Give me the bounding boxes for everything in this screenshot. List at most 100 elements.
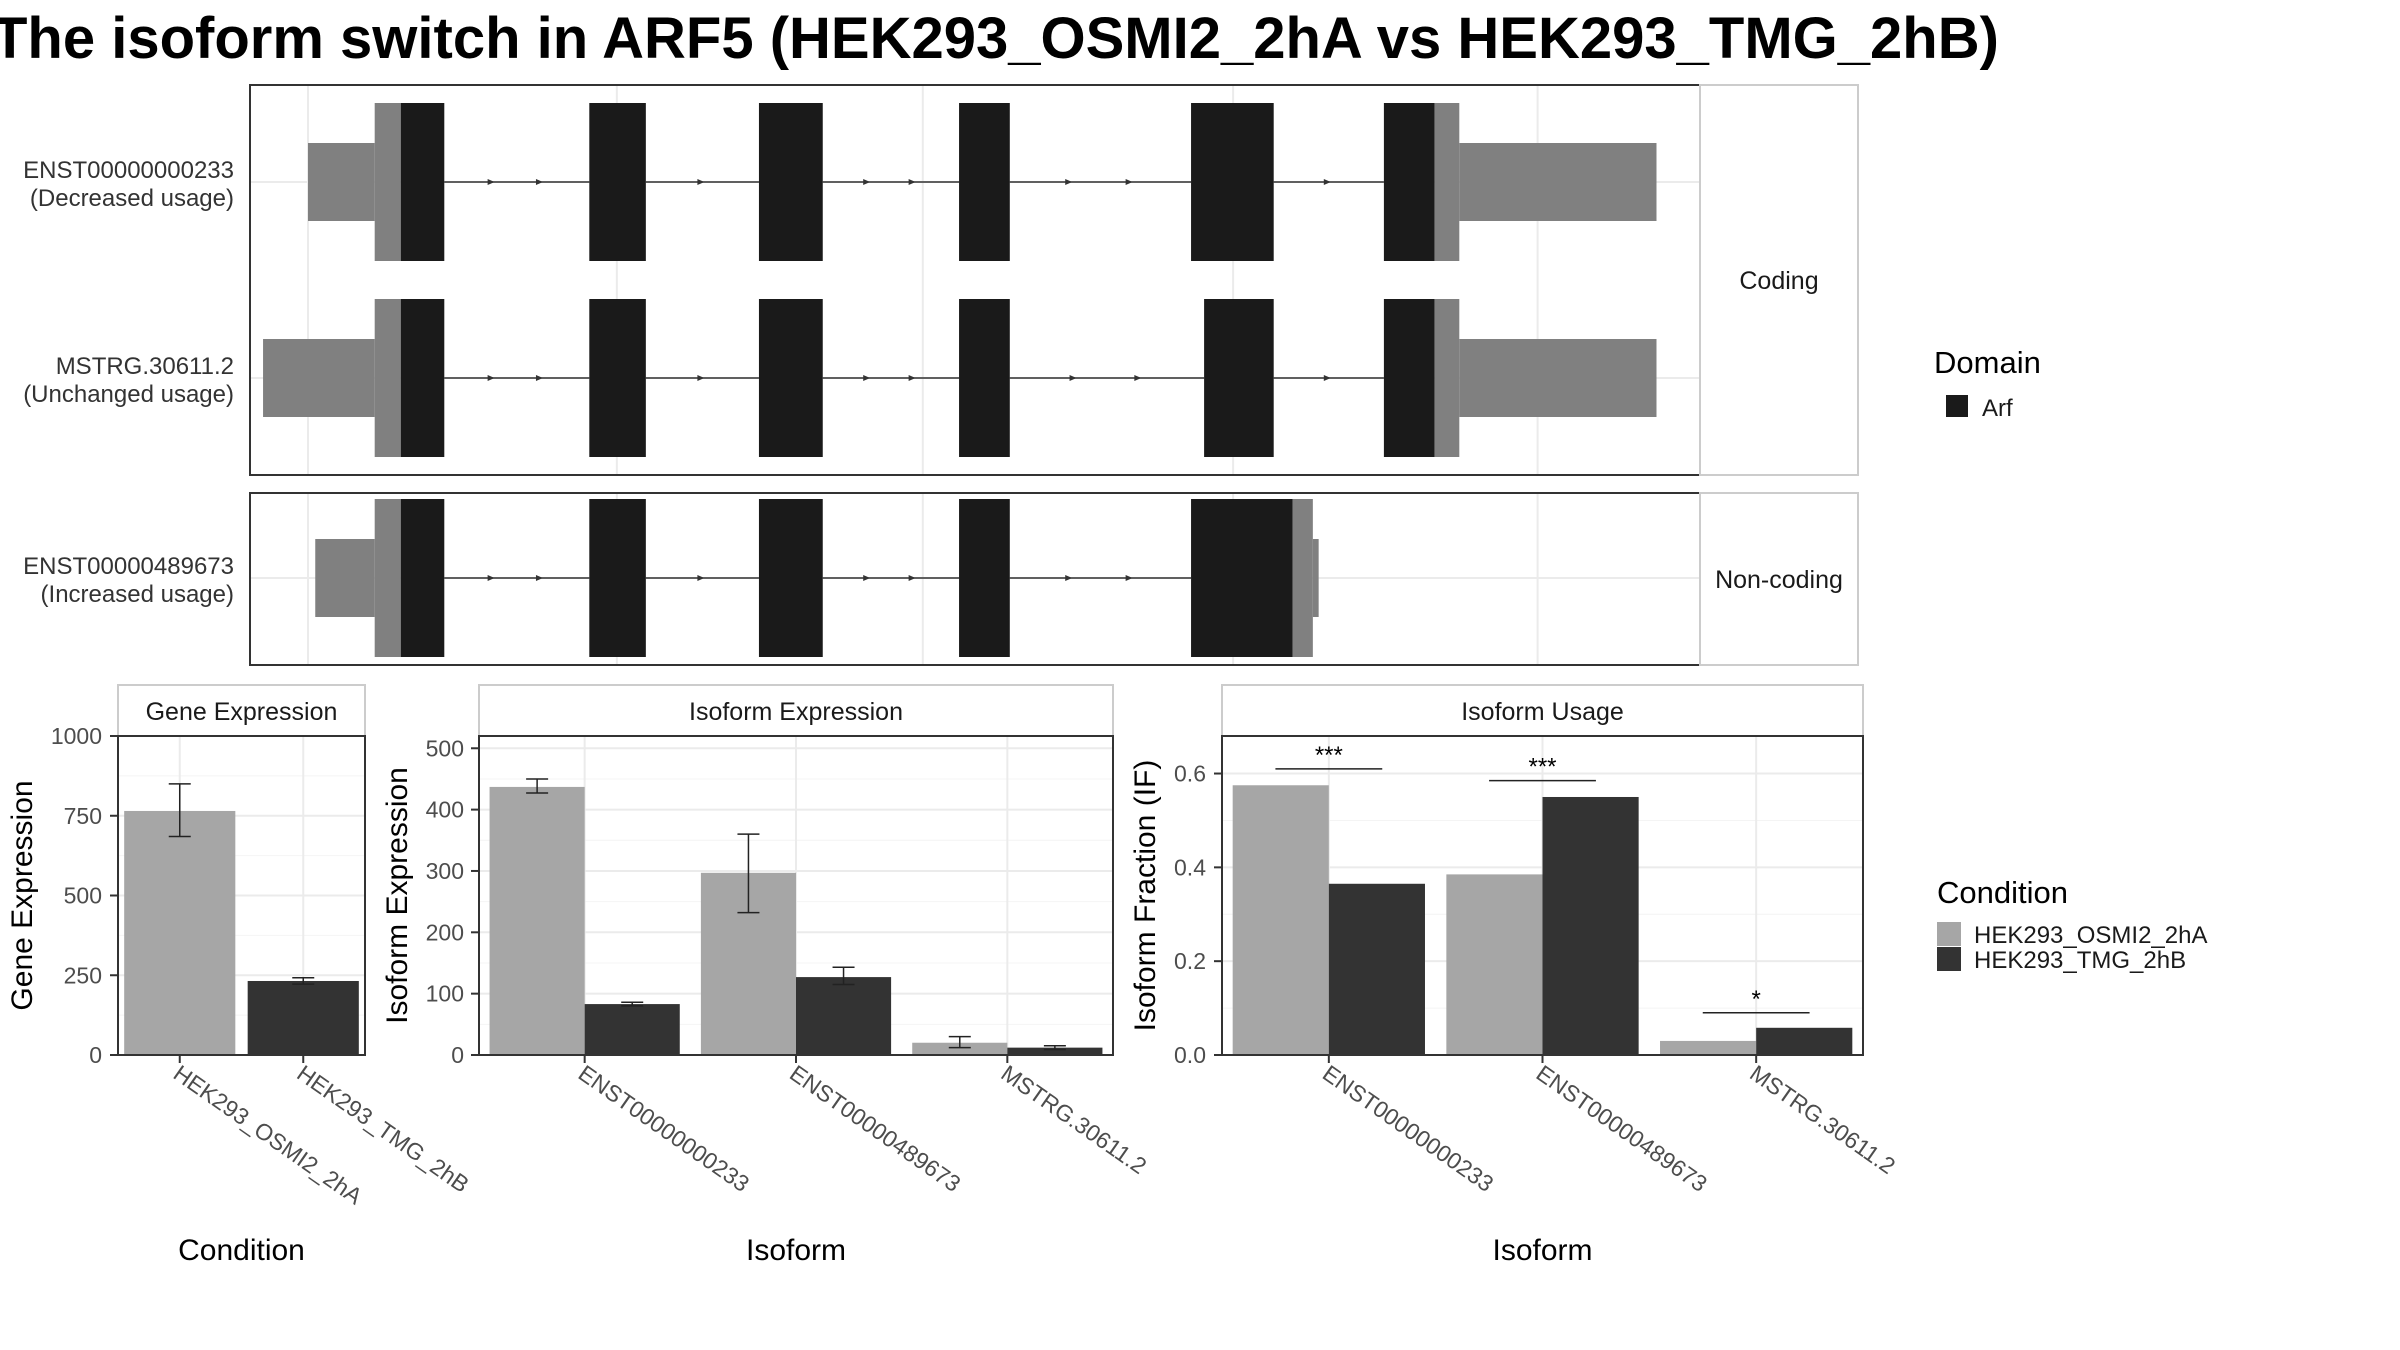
transcript-id-label: ENST00000000233 <box>23 157 234 184</box>
bar-HEK293_OSMI2_2hA <box>489 786 585 1055</box>
error-bar <box>948 1035 971 1049</box>
x-axis-title: Isoform <box>746 1234 846 1267</box>
y-tick-label: 0.4 <box>1174 854 1206 880</box>
significance-label: *** <box>1315 742 1343 769</box>
transcript-id-label: MSTRG.30611.2 <box>56 353 234 380</box>
y-tick-label: 250 <box>64 962 102 988</box>
arf-domain-exon <box>400 103 445 261</box>
chart-title: Gene Expression <box>146 698 338 726</box>
intron-arrow <box>1125 575 1133 581</box>
y-axis-title: Isoform Expression <box>381 767 414 1024</box>
error-bar <box>737 833 760 914</box>
intron-arrow <box>487 575 495 581</box>
utr-exon <box>1434 299 1460 457</box>
domain-legend-swatch <box>1946 395 1968 417</box>
condition-legend-label: HEK293_OSMI2_2hA <box>1974 922 2207 949</box>
utr-exon <box>1434 103 1460 261</box>
y-tick-label: 300 <box>426 858 464 884</box>
utr-exon <box>1459 339 1657 417</box>
x-tick-label: ENST00000489673 <box>785 1060 965 1197</box>
condition-legend-title: Condition <box>1937 875 2068 910</box>
y-tick-label: 0.6 <box>1174 761 1206 787</box>
arf-domain-exon <box>589 103 646 261</box>
bar-HEK293_OSMI2_2hA <box>124 810 236 1055</box>
transcript-usage-label: (Unchanged usage) <box>23 381 234 408</box>
chart-isoform-expression: Isoform Expression 0 100 200 300 400 500 ENST00… <box>381 684 1151 1267</box>
bar-HEK293_OSMI2_2hA <box>1446 874 1543 1055</box>
arf-domain-exon <box>1204 299 1274 457</box>
y-tick-label: 0 <box>451 1042 464 1068</box>
arf-domain-exon <box>400 299 445 457</box>
intron-arrow <box>908 375 916 381</box>
expression-bar-charts: Gene Expression02505007501000HEK293_OSMI… <box>6 684 1900 1267</box>
facet-strip <box>1699 492 1859 666</box>
condition-legend-swatch <box>1937 947 1961 971</box>
y-tick-label: 1000 <box>51 723 102 749</box>
error-bar <box>832 966 855 986</box>
y-tick-label: 100 <box>426 981 464 1007</box>
condition-legend-swatch <box>1937 922 1961 946</box>
intron-arrow <box>535 179 543 185</box>
intron-arrow <box>535 375 543 381</box>
utr-exon <box>1459 143 1657 221</box>
utr-exon <box>263 339 375 417</box>
arf-domain-exon <box>589 299 646 457</box>
intron-arrow <box>535 575 543 581</box>
bar-HEK293_OSMI2_2hA <box>1232 785 1329 1055</box>
error-bar <box>1043 1045 1066 1051</box>
bar-HEK293_TMG_2hB <box>1007 1047 1103 1055</box>
arf-domain-exon <box>1383 103 1435 261</box>
transcript-MSTRG.30611.2 <box>263 299 1657 457</box>
bar-HEK293_TMG_2hB <box>1328 883 1425 1055</box>
y-tick-label: 0.2 <box>1174 948 1206 974</box>
bar-HEK293_OSMI2_2hA <box>912 1042 1008 1055</box>
intron-arrow <box>1323 179 1331 185</box>
arf-domain-exon <box>1383 299 1435 457</box>
chart-strip <box>478 684 1114 737</box>
utr-exon <box>315 539 375 617</box>
intron-arrow <box>1065 179 1073 185</box>
y-axis-title: Gene Expression <box>6 780 39 1010</box>
legends: Domain Arf Condition HEK293_OSMI2_2hAHEK293… <box>1934 345 2207 974</box>
bar-HEK293_TMG_2hB <box>1542 796 1639 1055</box>
intron-arrow <box>697 575 705 581</box>
error-bar <box>292 977 315 985</box>
transcript-ENST00000000233 <box>308 103 1657 261</box>
y-tick-label: 200 <box>426 919 464 945</box>
intron-arrow <box>487 179 495 185</box>
intron-arrow <box>1323 375 1331 381</box>
transcript-structure-plot: ENST00000000233(Decreased usage) MSTRG.30… <box>23 84 1859 666</box>
arf-domain-exon <box>758 499 823 657</box>
bar-HEK293_TMG_2hB <box>584 1004 680 1055</box>
intron-arrow <box>1065 575 1073 581</box>
x-tick-label: ENST00000489673 <box>1532 1060 1712 1197</box>
intron-arrow <box>1069 375 1077 381</box>
error-bar <box>621 1001 644 1007</box>
y-tick-label: 0.0 <box>1174 1042 1206 1068</box>
domain-legend-title: Domain <box>1934 345 2041 380</box>
intron-arrow <box>1134 375 1142 381</box>
y-tick-label: 750 <box>64 803 102 829</box>
figure-title: The isoform switch in ARF5 (HEK293_OSMI2… <box>0 6 1999 71</box>
arf-domain-exon <box>959 299 1010 457</box>
y-tick-label: 400 <box>426 797 464 823</box>
utr-exon <box>374 499 401 657</box>
y-tick-label: 500 <box>426 735 464 761</box>
error-bar <box>526 778 549 794</box>
utr-exon <box>308 143 375 221</box>
bar-HEK293_TMG_2hB <box>247 980 359 1055</box>
chart-isoform-usage: Isoform Usage*** ****0.00.20.40.6ENST0000… <box>1129 684 1900 1267</box>
transcript-usage-label: (Increased usage) <box>41 581 234 608</box>
arf-domain-exon <box>758 103 823 261</box>
intron-arrow <box>908 179 916 185</box>
intron-arrow <box>863 375 871 381</box>
error-bar <box>168 783 191 838</box>
arf-domain-exon <box>589 499 646 657</box>
intron-arrow <box>863 575 871 581</box>
chart-title: Isoform Expression <box>689 698 903 726</box>
transcript-ENST00000489673 <box>315 499 1319 657</box>
utr-exon <box>374 299 401 457</box>
x-axis-title: Condition <box>178 1234 305 1267</box>
utr-exon <box>1292 499 1313 657</box>
